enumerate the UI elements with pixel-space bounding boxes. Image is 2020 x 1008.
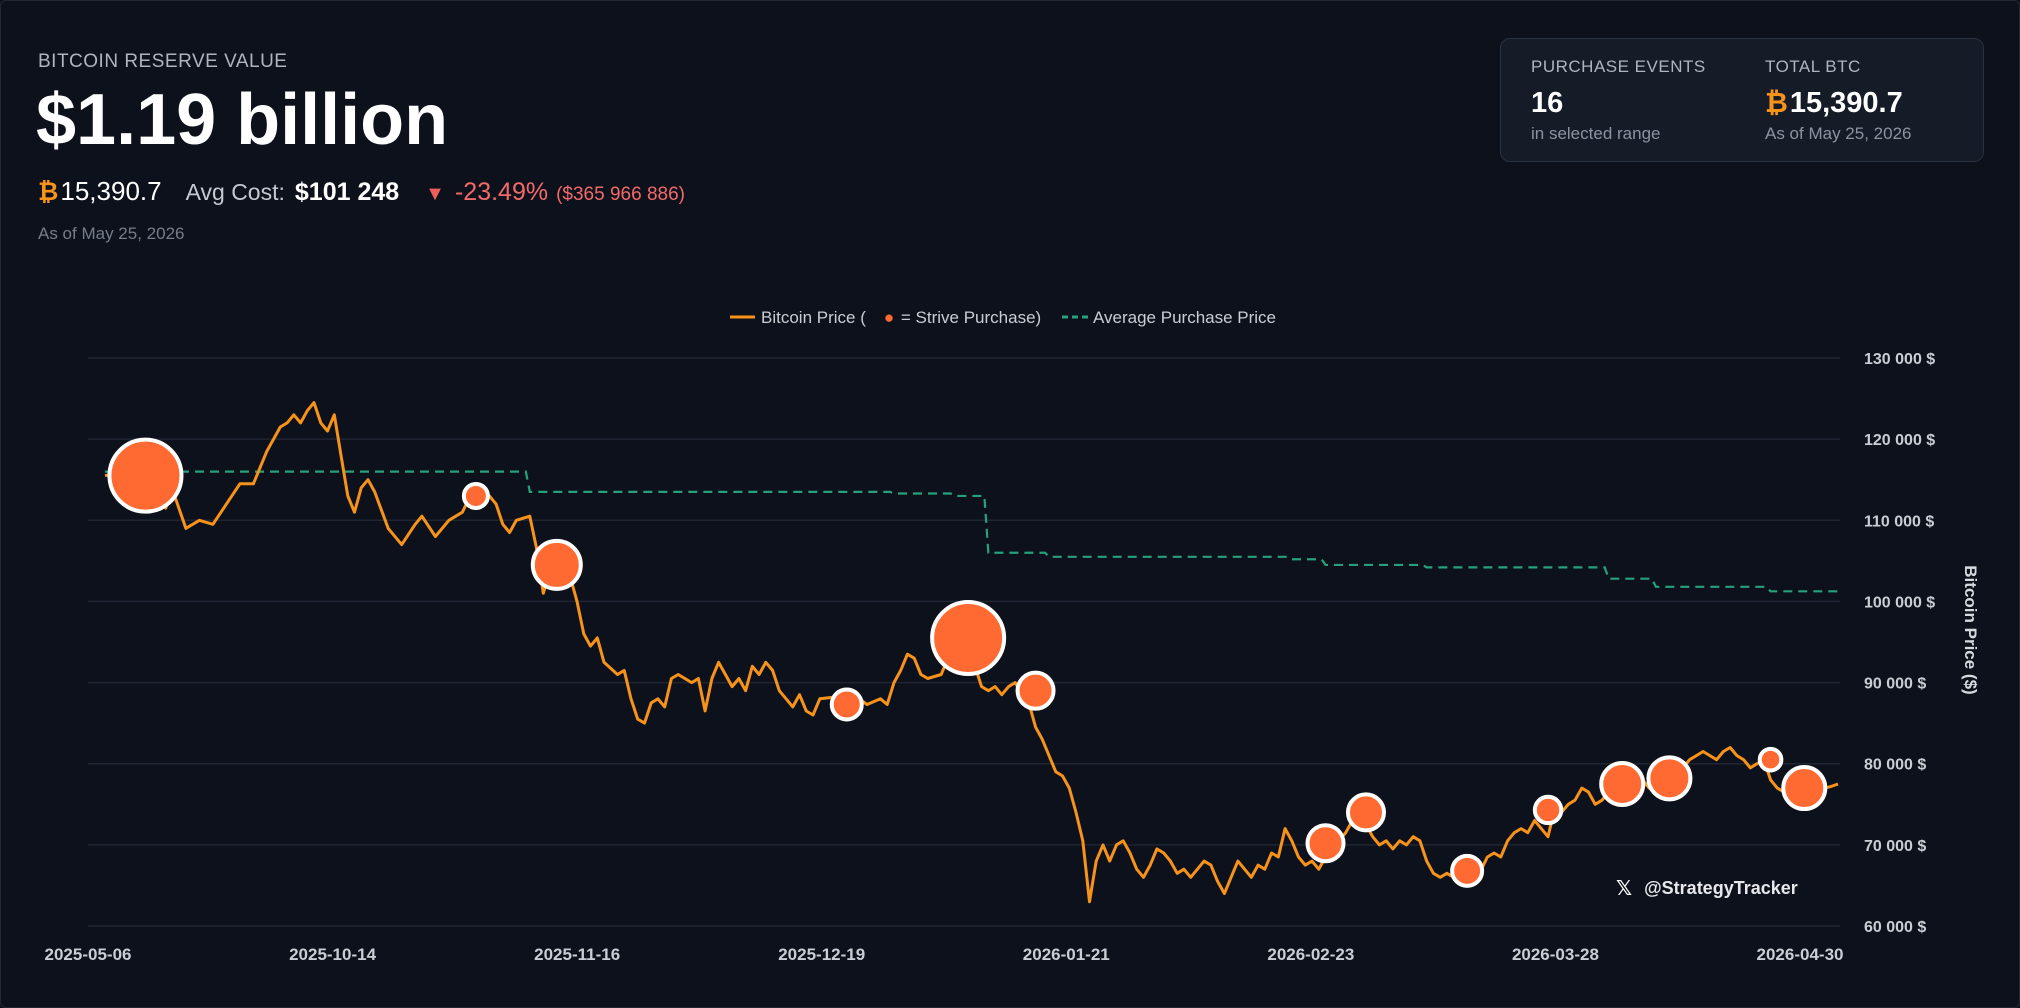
y-tick-label: 80 000 $: [1864, 757, 1926, 774]
purchase-marker[interactable]: [461, 481, 490, 510]
x-tick-label: 2026-02-23: [1267, 945, 1354, 964]
y-tick-label: 90 000 $: [1864, 676, 1926, 693]
legend-price-prefix: Bitcoin Price (: [761, 308, 866, 327]
holdings-stats-row: ₿ 15,390.7 Avg Cost: $101 248 ▼ -23.49% …: [38, 176, 685, 212]
summary-card: PURCHASE EVENTS 16 in selected range TOT…: [1500, 38, 1984, 162]
y-tick-label: 110 000 $: [1864, 513, 1934, 530]
purchase-markers: [107, 437, 1828, 888]
watermark-handle: @StrategyTracker: [1644, 878, 1798, 898]
x-tick-label: 2025-05-06: [45, 945, 132, 964]
total-btc-stat: TOTAL BTC ₿15,390.7 As of May 25, 2026: [1765, 57, 1911, 144]
average-price-line: [105, 470, 1838, 593]
x-tick-label: 2026-04-30: [1757, 945, 1844, 964]
bitcoin-price-line: [104, 401, 1839, 904]
x-tick-label: 2025-12-19: [778, 945, 865, 964]
purchase-marker[interactable]: [930, 599, 1007, 676]
purchase-events-sub: in selected range: [1531, 124, 1661, 143]
y-axis-ticks: 60 000 $ 70 000 $ 80 000 $ 90 000 $ 100 000 …: [1864, 351, 1935, 936]
purchase-marker[interactable]: [1450, 853, 1485, 888]
purchase-marker[interactable]: [1599, 761, 1646, 807]
x-tick-label: 2025-10-14: [289, 945, 377, 964]
y-tick-label: 120 000 $: [1864, 432, 1935, 449]
legend-price-suffix: = Strive Purchase): [896, 308, 1041, 327]
purchase-marker[interactable]: [107, 437, 184, 514]
change-absolute: ($365 966 886): [556, 184, 685, 205]
x-tick-label: 2026-03-28: [1512, 945, 1599, 964]
x-tick-label: 2025-11-16: [534, 945, 620, 964]
x-logo-icon: 𝕏: [1616, 878, 1633, 900]
total-btc-value: 15,390.7: [1789, 87, 1903, 119]
purchase-marker[interactable]: [1646, 755, 1693, 802]
x-tick-label: 2026-01-21: [1023, 945, 1110, 964]
y-tick-label: 60 000 $: [1864, 919, 1926, 936]
purchase-marker[interactable]: [1345, 792, 1386, 833]
purchase-marker[interactable]: [829, 687, 864, 722]
chart-legend: Bitcoin Price ( ● = Strive Purchase) Aver…: [730, 308, 1276, 327]
down-triangle-icon: ▼: [425, 183, 445, 205]
total-btc-label: TOTAL BTC: [1765, 57, 1861, 76]
legend-avg-label[interactable]: Average Purchase Price: [1093, 308, 1276, 327]
y-tick-label: 100 000 $: [1864, 594, 1935, 611]
price-chart: Bitcoin Price ( ● = Strive Purchase) Aver…: [45, 308, 1980, 964]
avg-cost-value: $101 248: [294, 178, 400, 206]
legend-price-label[interactable]: Bitcoin Price ( ● = Strive Purchase): [761, 308, 1041, 327]
bitcoin-icon: ₿: [1765, 87, 1788, 118]
x-axis-ticks: 2025-05-06 2025-10-14 2025-11-16 2025-12-19…: [45, 945, 1844, 964]
btc-holdings-amount: 15,390.7: [60, 176, 162, 206]
purchase-marker[interactable]: [1757, 746, 1784, 773]
purchase-events-value: 16: [1531, 87, 1564, 119]
reserve-value-label: BITCOIN RESERVE VALUE: [38, 51, 288, 72]
watermark: 𝕏 @StrategyTracker: [1616, 876, 1798, 901]
purchase-events-stat: PURCHASE EVENTS 16 in selected range: [1531, 57, 1706, 144]
y-tick-label: 70 000 $: [1864, 838, 1926, 855]
bitcoin-icon: ₿: [38, 178, 59, 206]
purchase-marker[interactable]: [530, 538, 583, 591]
legend-marker-icon: ●: [884, 308, 894, 327]
as-of-date: As of May 25, 2026: [38, 224, 185, 243]
total-btc-sub: As of May 25, 2026: [1765, 124, 1912, 143]
avg-cost-label: Avg Cost:: [185, 179, 285, 205]
total-btc-value-row: ₿15,390.7: [1765, 87, 1911, 120]
purchase-marker[interactable]: [1532, 794, 1564, 826]
purchase-events-label: PURCHASE EVENTS: [1531, 57, 1706, 76]
y-axis-label: Bitcoin Price ($): [1961, 565, 1980, 694]
reserve-value: $1.19 billion: [36, 80, 449, 160]
change-percent: -23.49%: [454, 178, 549, 206]
purchase-marker[interactable]: [1015, 670, 1056, 711]
y-tick-label: 130 000 $: [1864, 351, 1935, 368]
purchase-marker[interactable]: [1305, 823, 1346, 864]
purchase-marker[interactable]: [1781, 765, 1828, 812]
